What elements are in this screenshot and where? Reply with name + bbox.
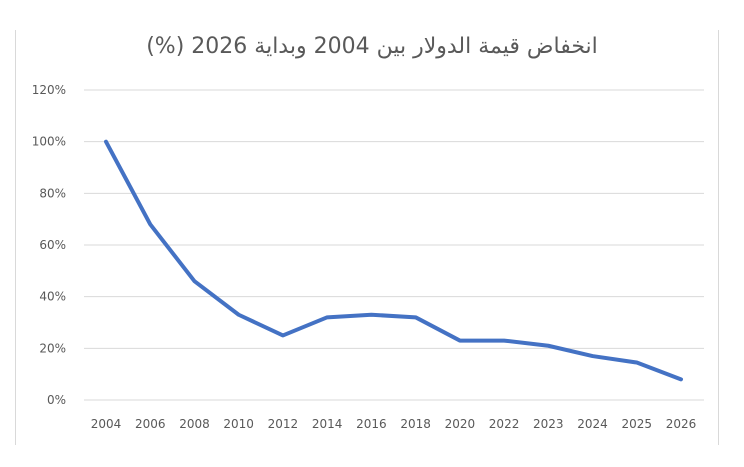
series-layer: [104, 139, 683, 382]
x-tick-label: 2026: [666, 417, 697, 431]
series-line-0: [104, 139, 683, 382]
x-tick-label: 2008: [179, 417, 210, 431]
x-tick-label: 2014: [312, 417, 343, 431]
y-tick-label: 80%: [39, 186, 66, 200]
x-axis-labels: 2004 2006 2008 2010 2012 2014 2016 2018 2020 2022…: [91, 417, 697, 431]
x-tick-label: 2025: [621, 417, 652, 431]
x-tick-label: 2024: [577, 417, 608, 431]
x-tick-label: 2004: [91, 417, 122, 431]
x-tick-label: 2010: [223, 417, 254, 431]
x-tick-label: 2012: [268, 417, 299, 431]
x-tick-label: 2023: [533, 417, 564, 431]
y-tick-label: 60%: [39, 238, 66, 252]
y-tick-label: 100%: [32, 135, 66, 149]
y-tick-label: 0%: [47, 393, 66, 407]
x-tick-label: 2016: [356, 417, 387, 431]
frame-border-left: [15, 30, 16, 445]
frame-border-right: [718, 30, 719, 445]
x-tick-label: 2006: [135, 417, 166, 431]
chart-title: انخفاض قيمة الدولار بين 2004 وبداية 2026…: [146, 34, 598, 59]
y-axis-labels: 0% 20% 40% 60% 80% 100% 120%: [32, 83, 66, 407]
y-tick-label: 20%: [39, 341, 66, 355]
y-tick-label: 120%: [32, 83, 66, 97]
x-tick-label: 2020: [445, 417, 476, 431]
grid-layer: [84, 89, 704, 401]
x-tick-label: 2018: [400, 417, 431, 431]
x-tick-label: 2022: [489, 417, 520, 431]
y-tick-label: 40%: [39, 290, 66, 304]
